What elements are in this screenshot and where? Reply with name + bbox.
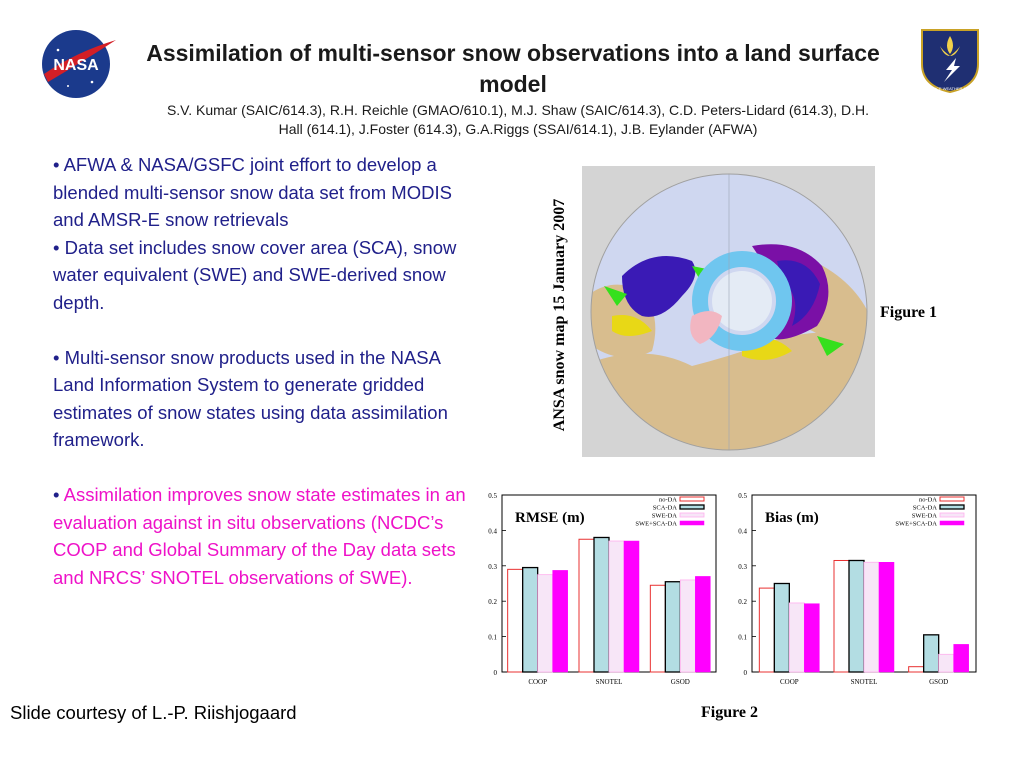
snow-cover-blue-east (777, 260, 820, 326)
bullet-marker: • (53, 484, 60, 505)
legend-label: no-DA (919, 497, 937, 504)
page-title: Assimilation of multi-sensor snow observ… (146, 40, 880, 97)
snow-map (582, 166, 875, 457)
snow-cover-blue (622, 256, 696, 317)
legend-swatch (679, 520, 705, 526)
x-tick-label: SNOTEL (596, 678, 623, 686)
bar-sca-da (664, 581, 681, 673)
nasa-logo-text: NASA (53, 57, 99, 74)
bar-sca-da (773, 582, 790, 673)
snow-cover-yellow-west (612, 315, 652, 336)
chart-title: RMSE (m) (515, 510, 585, 526)
greenland (690, 311, 722, 344)
y-tick-label: 0.1 (738, 634, 747, 642)
bar-no-da (649, 584, 666, 673)
bar-swe-sca-da (953, 644, 969, 673)
arctic-ocean (712, 271, 772, 331)
bullet-list: • AFWA & NASA/GSFC joint effort to devel… (53, 151, 478, 591)
y-tick-label: 0.5 (488, 492, 497, 500)
bar-sca-da (593, 536, 610, 673)
legend-label: no-DA (659, 497, 677, 504)
afwa-shield (921, 29, 979, 94)
afwa-logo-text: AIR FORCE WEATHER AGENCY (920, 86, 981, 91)
x-tick-label: SNOTEL (851, 678, 878, 686)
lightning-icon (944, 58, 960, 82)
legend-label: SWE+SCA-DA (895, 521, 937, 528)
snow-map-caption-wrap: ANSA snow map 15 January 2007 (540, 170, 580, 460)
bar-swe-sca-da (552, 570, 568, 673)
afwa-logo: AIR FORCE WEATHER AGENCY (920, 29, 981, 94)
bar-swe-da (679, 579, 696, 673)
slide-credit: Slide courtesy of L.-P. Riishjogaard (10, 702, 297, 723)
bar-swe-da (537, 574, 554, 673)
bar-swe-sca-da (695, 576, 711, 673)
author-list: S.V. Kumar (SAIC/614.3), R.H. Reichle (G… (118, 101, 918, 139)
snow-map-layers (591, 174, 867, 450)
legend-label: SWE-DA (912, 513, 938, 520)
legend-swatch (939, 496, 965, 502)
bar-swe-sca-da (878, 562, 895, 673)
bullet-item: • AFWA & NASA/GSFC joint effort to devel… (53, 154, 452, 230)
bar-no-da (833, 559, 850, 673)
legend-swatch (939, 504, 965, 510)
bar-sca-da (522, 566, 539, 673)
globe-outline (590, 173, 868, 451)
y-tick-label: 0 (494, 669, 498, 677)
bar-swe-da (608, 540, 625, 673)
snow-map-caption: ANSA snow map 15 January 2007 (551, 198, 568, 432)
arctic-ice-ring (692, 251, 792, 351)
bar-no-da (758, 587, 775, 673)
authors-line-1: S.V. Kumar (SAIC/614.3), R.H. Reichle (G… (166, 102, 870, 118)
chart-title: Bias (m) (765, 510, 819, 526)
y-tick-label: 0.2 (488, 598, 497, 606)
bar-sca-da (923, 634, 940, 673)
legend-label: SWE+SCA-DA (635, 521, 677, 528)
bar-swe-sca-da (623, 540, 640, 673)
fleur-de-lis-icon (940, 36, 960, 56)
y-tick-label: 0.3 (488, 563, 497, 571)
bar-swe-da (863, 561, 880, 673)
bar-no-da (908, 666, 925, 673)
rmse-chart: 0 0.1 0.2 0.3 0.4 0.5 COOP SNOTEL GSOD RMSE (m) no… (488, 492, 717, 686)
bar-no-da (578, 538, 595, 673)
y-tick-label: 0.3 (738, 563, 747, 571)
y-tick-label: 0.2 (738, 598, 747, 606)
nasa-logo: NASA (42, 30, 116, 98)
legend-swatch (679, 496, 705, 502)
figure-1-label: Figure 1 (880, 304, 938, 321)
x-tick-label: COOP (780, 678, 799, 686)
bar-swe-da (938, 653, 955, 673)
y-tick-label: 0.5 (738, 492, 747, 500)
legend-swatch (679, 504, 705, 510)
x-tick-label: GSOD (671, 678, 690, 686)
bias-chart: 0 0.1 0.2 0.3 0.4 0.5 COOP SNOTEL GSOD Bias (m) no… (738, 492, 977, 686)
bar-swe-sca-da (804, 603, 820, 673)
nasa-logo-swoosh (44, 40, 116, 82)
legend-label: SCA-DA (913, 505, 938, 512)
y-tick-label: 0.4 (488, 527, 497, 535)
figure-2-label: Figure 2 (701, 704, 759, 721)
bar-no-da (507, 568, 524, 673)
y-tick-label: 0.4 (738, 527, 747, 535)
legend-swatch (679, 512, 705, 518)
x-tick-label: COOP (528, 678, 547, 686)
bullet-item: • Multi-sensor snow products used in the… (53, 346, 448, 451)
land-south (591, 332, 867, 450)
bar-sca-da (848, 559, 865, 673)
bar-swe-da (788, 602, 805, 673)
legend-label: SCA-DA (653, 505, 678, 512)
legend-label: SWE-DA (652, 513, 678, 520)
y-tick-label: 0.1 (488, 634, 497, 642)
bullet-item-highlight: • Assimilation improves snow state estim… (53, 481, 478, 591)
y-tick-label: 0 (744, 669, 748, 677)
authors-line-2: Hall (614.1), J.Foster (614.3), G.A.Rigg… (278, 121, 758, 137)
legend-swatch (939, 512, 965, 518)
x-tick-label: GSOD (929, 678, 948, 686)
bullet-item: • Data set includes snow cover area (SCA… (53, 236, 457, 313)
bullet-highlight-text: Assimilation improves snow state estimat… (53, 484, 466, 588)
legend-swatch (939, 520, 965, 526)
